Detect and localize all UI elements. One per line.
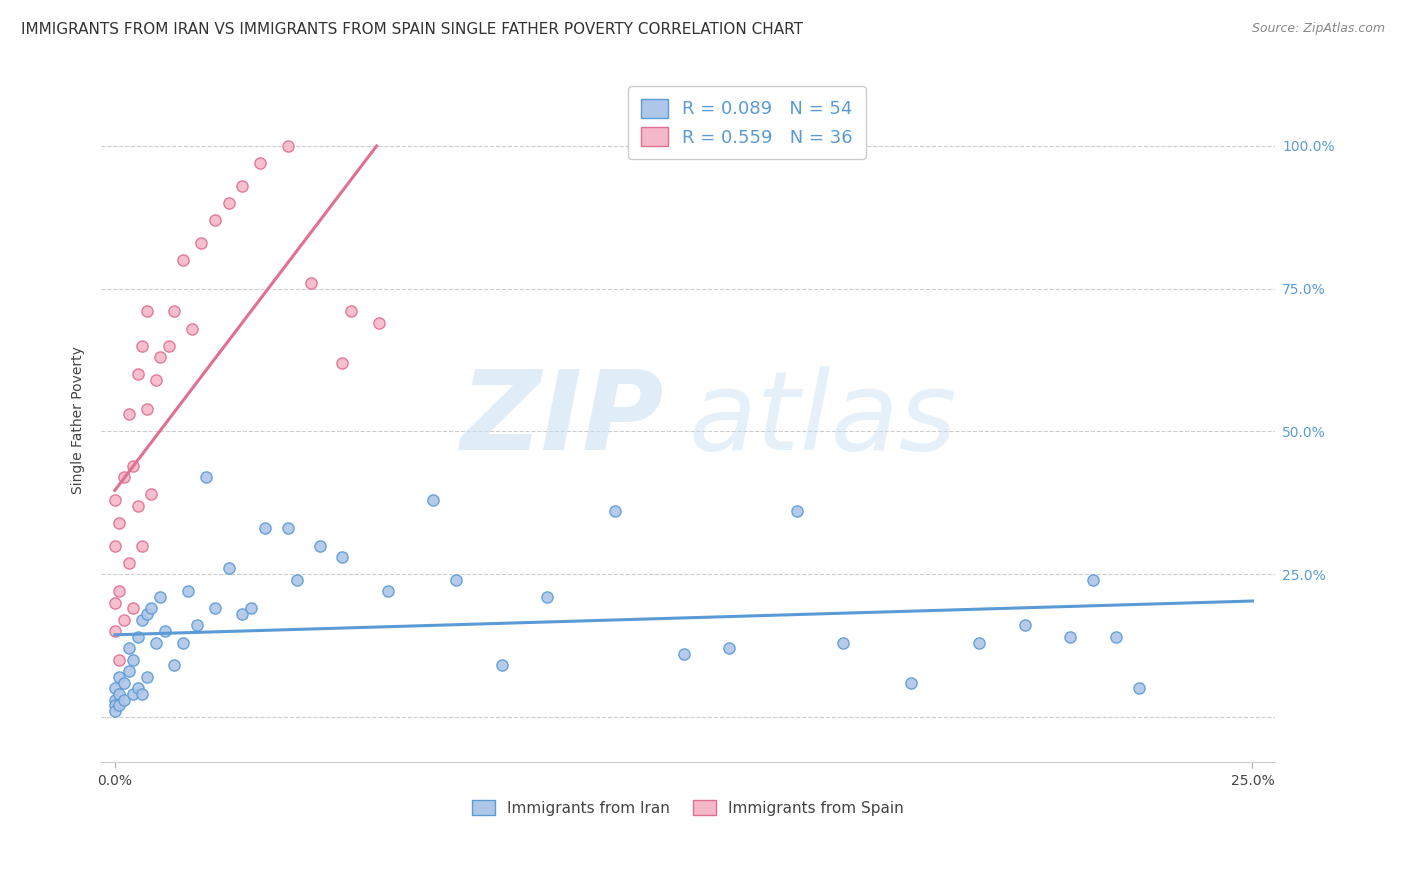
Point [145, 373, 167, 387]
Point [163, 658, 186, 673]
Point [605, 504, 627, 518]
Point [141, 601, 163, 615]
Point [122, 601, 145, 615]
Point [127, 681, 149, 696]
Point [253, 521, 276, 535]
Point [1105, 630, 1128, 644]
Text: atlas: atlas [688, 367, 957, 474]
Point [149, 350, 172, 364]
Point [285, 573, 308, 587]
Point [135, 401, 157, 416]
Text: ZIP: ZIP [461, 367, 665, 474]
Point [112, 470, 135, 484]
Point [145, 635, 167, 649]
Point [536, 590, 558, 604]
Point [332, 356, 354, 370]
Point [104, 704, 127, 718]
Point [104, 698, 127, 713]
Point [104, 492, 127, 507]
Point [186, 618, 208, 632]
Point [131, 539, 153, 553]
Y-axis label: Single Father Poverty: Single Father Poverty [72, 346, 86, 494]
Point [127, 630, 149, 644]
Point [240, 601, 263, 615]
Point [135, 304, 157, 318]
Point [299, 276, 322, 290]
Point [122, 687, 145, 701]
Legend: Immigrants from Iran, Immigrants from Spain: Immigrants from Iran, Immigrants from Sp… [464, 792, 911, 823]
Point [135, 607, 157, 621]
Point [122, 653, 145, 667]
Point [672, 647, 695, 661]
Point [104, 596, 127, 610]
Point [104, 692, 127, 706]
Point [141, 487, 163, 501]
Point [127, 499, 149, 513]
Point [153, 624, 176, 639]
Point [218, 561, 240, 575]
Point [277, 521, 299, 535]
Point [104, 681, 127, 696]
Point [176, 584, 198, 599]
Point [172, 635, 194, 649]
Point [190, 235, 212, 250]
Point [108, 516, 131, 530]
Point [204, 213, 226, 227]
Point [117, 641, 139, 656]
Point [444, 573, 467, 587]
Point [249, 156, 271, 170]
Point [218, 196, 240, 211]
Point [231, 607, 253, 621]
Point [340, 304, 363, 318]
Point [159, 339, 181, 353]
Point [104, 624, 127, 639]
Point [1128, 681, 1150, 696]
Point [1059, 630, 1081, 644]
Point [181, 321, 204, 335]
Point [1014, 618, 1036, 632]
Point [718, 641, 741, 656]
Point [172, 253, 194, 268]
Point [900, 675, 922, 690]
Point [112, 692, 135, 706]
Point [112, 675, 135, 690]
Point [108, 653, 131, 667]
Point [131, 613, 153, 627]
Point [108, 687, 131, 701]
Point [491, 658, 513, 673]
Point [786, 504, 808, 518]
Point [117, 407, 139, 421]
Text: Source: ZipAtlas.com: Source: ZipAtlas.com [1251, 22, 1385, 36]
Point [367, 316, 389, 330]
Point [131, 687, 153, 701]
Point [135, 670, 157, 684]
Point [194, 470, 217, 484]
Point [969, 635, 991, 649]
Point [108, 584, 131, 599]
Point [231, 178, 253, 193]
Point [131, 339, 153, 353]
Point [377, 584, 399, 599]
Point [204, 601, 226, 615]
Point [1083, 573, 1105, 587]
Point [122, 458, 145, 473]
Text: IMMIGRANTS FROM IRAN VS IMMIGRANTS FROM SPAIN SINGLE FATHER POVERTY CORRELATION : IMMIGRANTS FROM IRAN VS IMMIGRANTS FROM … [21, 22, 803, 37]
Point [308, 539, 330, 553]
Point [163, 304, 186, 318]
Point [422, 492, 444, 507]
Point [332, 549, 354, 564]
Point [117, 556, 139, 570]
Point [127, 368, 149, 382]
Point [104, 539, 127, 553]
Point [108, 698, 131, 713]
Point [117, 664, 139, 678]
Point [277, 139, 299, 153]
Point [108, 670, 131, 684]
Point [149, 590, 172, 604]
Point [112, 613, 135, 627]
Point [832, 635, 855, 649]
